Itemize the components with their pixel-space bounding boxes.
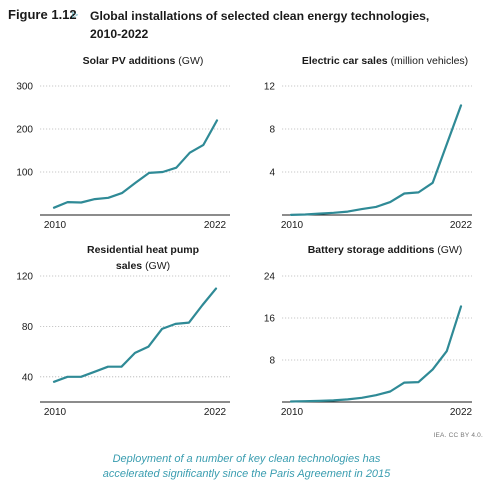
data-point	[188, 322, 190, 324]
data-point	[403, 192, 405, 194]
data-point	[148, 172, 150, 174]
data-point	[189, 152, 191, 154]
y-tick-label: 300	[16, 82, 33, 93]
chart-title: Residential heat pump	[87, 244, 199, 256]
x-tick-label: 2010	[44, 220, 67, 231]
data-point	[215, 288, 217, 290]
figure-title-line-1: Global installations of selected clean e…	[90, 9, 430, 23]
series-line	[52, 119, 219, 209]
chart-title: Electric car sales (million vehicles)	[302, 55, 468, 67]
data-point	[80, 201, 82, 203]
series-line	[289, 305, 463, 403]
data-point	[389, 390, 391, 392]
data-point	[162, 171, 164, 173]
chart-panel-2: Electric car sales (million vehicles) 4 8 1…	[264, 55, 473, 231]
y-tick-label: 120	[16, 272, 33, 283]
series-line	[289, 104, 463, 216]
data-point	[94, 198, 96, 200]
figure-title: Global installations of selected clean e…	[90, 7, 470, 43]
credit-text: IEA. CC BY 4.0.	[433, 432, 483, 439]
x-tick-label: 2022	[450, 407, 473, 418]
series-line	[52, 287, 218, 383]
data-point	[460, 305, 462, 307]
data-point	[361, 208, 363, 210]
x-tick-label: 2010	[44, 407, 67, 418]
data-point	[174, 323, 176, 325]
y-tick-label: 16	[264, 314, 276, 325]
x-tick-label: 2010	[281, 407, 304, 418]
figure-title-line-2: 2010-2022	[90, 27, 149, 41]
data-point	[66, 376, 68, 378]
data-point	[216, 119, 218, 121]
data-point	[318, 213, 320, 215]
y-tick-label: 100	[16, 168, 33, 179]
data-point	[446, 143, 448, 145]
data-point	[53, 207, 55, 209]
y-tick-label: 80	[22, 322, 34, 333]
data-point	[161, 328, 163, 330]
y-tick-label: 8	[269, 356, 275, 367]
caption-line-1: Deployment of a number of key clean tech…	[112, 453, 381, 465]
chart-panel-1: Solar PV additions (GW) 100 200 300 2010 2022	[16, 55, 230, 231]
data-point	[446, 350, 448, 352]
charts-canvas: Solar PV additions (GW) 100 200 300 2010 2022…	[16, 55, 473, 418]
x-tick-label: 2022	[204, 220, 227, 231]
data-point	[134, 352, 136, 354]
data-point	[107, 197, 109, 199]
y-tick-label: 200	[16, 125, 33, 136]
y-tick-label: 12	[264, 82, 276, 93]
figure-caption: Deployment of a number of key clean tech…	[0, 452, 493, 482]
data-point	[80, 376, 82, 378]
y-tick-label: 8	[269, 125, 275, 136]
data-point	[432, 368, 434, 370]
data-point	[332, 399, 334, 401]
chart-panel-4: Battery storage additions (GW) 8 16 24 2010 2…	[264, 244, 473, 418]
data-point	[53, 381, 55, 383]
data-point	[304, 213, 306, 215]
caption-line-2: accelerated significantly since the Pari…	[102, 468, 391, 480]
y-tick-label: 40	[22, 372, 34, 383]
data-point	[290, 400, 292, 402]
triangle-right-icon: ▷	[72, 10, 79, 19]
x-tick-label: 2022	[450, 220, 473, 231]
data-point	[121, 192, 123, 194]
data-point	[318, 400, 320, 402]
data-point	[147, 346, 149, 348]
data-point	[361, 397, 363, 399]
data-point	[403, 382, 405, 384]
data-point	[93, 371, 95, 373]
data-point	[290, 214, 292, 216]
data-point	[460, 104, 462, 106]
data-point	[375, 394, 377, 396]
chart-panel-3: Residential heat pump sales (GW) 40 80 120 20…	[16, 244, 230, 418]
data-point	[375, 206, 377, 208]
chart-title: Battery storage additions (GW)	[308, 244, 463, 256]
data-point	[134, 182, 136, 184]
data-point	[432, 182, 434, 184]
chart-title-line-2: sales (GW)	[116, 260, 170, 272]
figure-label: Figure 1.12	[8, 7, 77, 22]
data-point	[175, 167, 177, 169]
data-point	[347, 211, 349, 213]
data-point	[201, 304, 203, 306]
data-point	[417, 191, 419, 193]
x-tick-label: 2010	[281, 220, 304, 231]
data-point	[417, 381, 419, 383]
data-point	[304, 400, 306, 402]
data-point	[347, 398, 349, 400]
data-point	[332, 212, 334, 214]
data-point	[120, 366, 122, 368]
chart-title: Solar PV additions (GW)	[83, 55, 204, 67]
data-point	[202, 144, 204, 146]
data-point	[107, 366, 109, 368]
y-tick-label: 4	[269, 168, 275, 179]
x-tick-label: 2022	[204, 407, 227, 418]
data-point	[67, 201, 69, 203]
data-point	[389, 201, 391, 203]
y-tick-label: 24	[264, 272, 276, 283]
